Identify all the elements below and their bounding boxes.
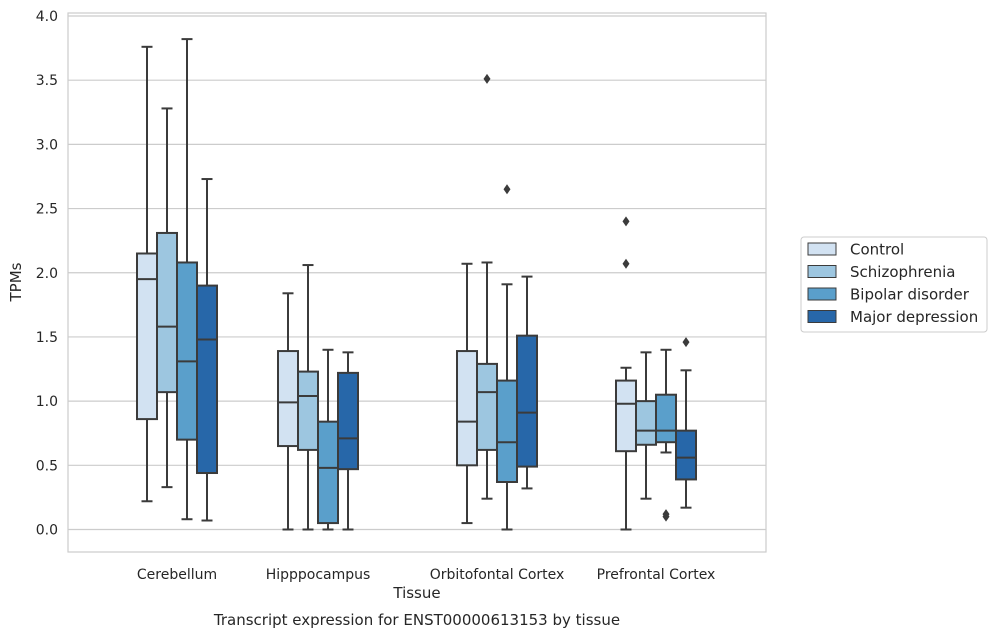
x-tick-label: Orbitofontal Cortex (430, 567, 565, 583)
plot-area-frame (67, 12, 767, 553)
y-tick-label: 2.5 (36, 202, 58, 218)
outlier-point (682, 337, 690, 348)
y-axis-ticks: 0.0 0.5 1.0 1.5 2.0 2.5 3.0 3.5 4.0 (36, 9, 58, 539)
x-axis-label: Tissue (392, 584, 440, 602)
box-bipolar-disorder-cerebellum (176, 38, 198, 521)
outlier-point (662, 509, 670, 520)
box-groups (136, 38, 697, 531)
outlier-point (483, 73, 491, 84)
box-body (277, 350, 299, 448)
box-control-prefrontal-cortex (615, 216, 637, 531)
legend-swatch (807, 242, 837, 256)
box-major-depression-cerebellum (196, 178, 218, 522)
y-tick-label: 0.0 (36, 523, 58, 539)
box-schizophrenia-prefrontal-cortex (635, 351, 657, 500)
box-body (615, 379, 637, 453)
legend-swatch (807, 310, 837, 323)
y-tick-label: 1.5 (36, 330, 58, 346)
y-tick-label: 4.0 (36, 9, 58, 25)
chart-caption: Transcript expression for ENST0000061315… (213, 611, 620, 629)
outlier-point (622, 258, 630, 269)
box-body (496, 379, 518, 484)
box-body (196, 284, 218, 475)
box-bipolar-disorder-orbitofontal-cortex (496, 184, 518, 531)
x-tick-label: Cerebellum (137, 567, 217, 583)
legend-label: Major depression (850, 308, 978, 326)
box-body (655, 393, 677, 444)
box-major-depression-prefrontal-cortex (675, 337, 697, 509)
box-body (516, 334, 538, 468)
box-major-depression-orbitofontal-cortex (516, 275, 538, 490)
box-schizophrenia-hipppocampus (297, 264, 319, 531)
outlier-point (503, 184, 511, 195)
outlier-point (622, 216, 630, 227)
legend-frame (800, 236, 988, 333)
box-bipolar-disorder-hipppocampus (317, 348, 339, 531)
legend-swatch (807, 265, 837, 278)
legend-label: Control (850, 241, 904, 259)
box-control-orbitofontal-cortex (456, 262, 478, 525)
box-body (317, 420, 339, 525)
y-tick-label: 2.0 (36, 266, 58, 282)
box-body (297, 370, 319, 451)
box-body (456, 350, 478, 467)
box-body (156, 231, 178, 394)
box-control-hipppocampus (277, 292, 299, 531)
box-body (635, 400, 657, 446)
x-axis-ticks: Cerebellum Hipppocampus Orbitofontal Corte… (137, 567, 715, 583)
y-tick-label: 1.0 (36, 394, 58, 410)
box-body (476, 362, 498, 451)
legend-label: Bipolar disorder (850, 286, 970, 304)
legend: Control Schizophrenia Bipolar disorder Majo… (800, 236, 988, 333)
x-tick-label: Prefrontal Cortex (597, 567, 716, 583)
y-tick-label: 3.0 (36, 137, 58, 153)
x-tick-label: Hipppocampus (266, 567, 371, 583)
box-body (176, 261, 198, 441)
y-axis-label: TPMs (7, 262, 25, 302)
box-schizophrenia-orbitofontal-cortex (476, 73, 498, 500)
box-schizophrenia-cerebellum (156, 107, 178, 489)
legend-label: Schizophrenia (850, 263, 955, 281)
box-body (337, 371, 359, 471)
y-tick-label: 3.5 (36, 73, 58, 89)
box-bipolar-disorder-prefrontal-cortex (655, 348, 677, 522)
box-body (675, 429, 697, 481)
legend-swatch (807, 287, 837, 301)
box-major-depression-hipppocampus (337, 351, 359, 531)
box-control-cerebellum (136, 45, 158, 503)
y-tick-label: 0.5 (36, 458, 58, 474)
